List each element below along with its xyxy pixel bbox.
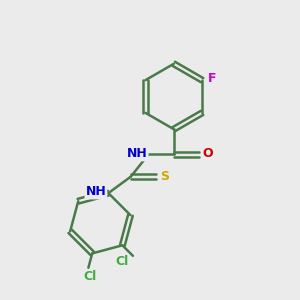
Text: F: F	[208, 72, 217, 85]
Text: Cl: Cl	[83, 270, 97, 283]
Text: NH: NH	[127, 147, 148, 161]
Text: S: S	[160, 170, 169, 183]
Text: Cl: Cl	[115, 255, 128, 268]
Text: NH: NH	[85, 185, 106, 198]
Text: O: O	[202, 147, 213, 161]
